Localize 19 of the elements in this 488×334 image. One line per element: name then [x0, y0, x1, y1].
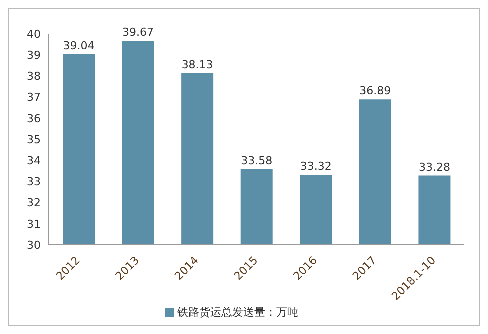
- y-tick-label: 32: [27, 196, 41, 210]
- y-tick-label: 40: [27, 28, 41, 41]
- y-tick-label: 39: [27, 49, 41, 62]
- y-tick-label: 38: [27, 70, 41, 84]
- data-label: 33.32: [300, 160, 332, 173]
- data-label: 38.13: [182, 58, 214, 72]
- y-tick-label: 35: [27, 133, 41, 146]
- y-tick-label: 30: [27, 238, 41, 252]
- data-label: 39.04: [63, 39, 95, 52]
- data-label: 39.67: [122, 26, 154, 39]
- data-label: 36.89: [360, 84, 392, 98]
- y-tick-label: 34: [27, 154, 41, 168]
- data-label: 33.28: [418, 160, 450, 174]
- y-tick-label: 36: [27, 112, 41, 126]
- data-label: 33.58: [241, 154, 273, 168]
- y-tick-label: 33: [27, 176, 41, 189]
- legend-label: 铁路货运总发送量：万吨: [178, 306, 298, 319]
- y-tick-label: 37: [27, 91, 41, 104]
- y-tick-label: 31: [27, 218, 41, 231]
